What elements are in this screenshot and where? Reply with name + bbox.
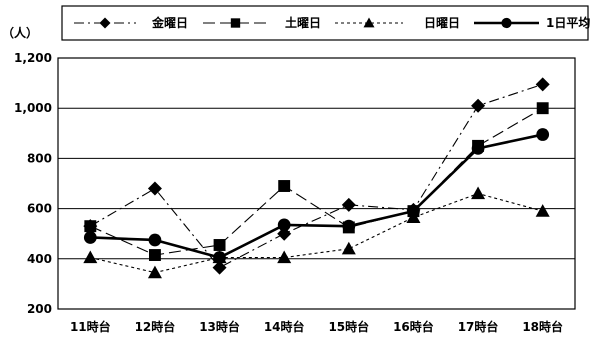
plot-area-border <box>57 57 576 310</box>
data-point <box>536 128 550 141</box>
data-point <box>277 218 291 232</box>
data-point <box>147 181 162 196</box>
data-point <box>83 231 97 244</box>
y-tick-label: 600 <box>27 202 52 216</box>
data-point <box>147 265 162 279</box>
y-tick-label: 1,200 <box>14 51 52 65</box>
y-tick-label: 200 <box>27 302 52 316</box>
legend-label: 1日平均 <box>546 15 590 30</box>
x-tick-label: 16時台 <box>393 319 434 334</box>
legend-marker <box>99 17 111 29</box>
data-point <box>341 241 356 255</box>
x-tick-label: 13時台 <box>199 319 240 334</box>
data-point <box>212 260 227 275</box>
data-point <box>278 180 291 192</box>
data-point <box>148 249 161 261</box>
data-point <box>277 250 292 264</box>
data-point <box>341 197 356 212</box>
series-line <box>90 192 543 274</box>
data-point <box>213 251 226 264</box>
series-line <box>90 107 543 256</box>
series-lines <box>90 83 543 274</box>
x-axis-ticks: 11時台 12時台 13時台 14時台 15時台 16時台 17時台 18時台 <box>70 319 563 334</box>
data-point <box>535 77 550 92</box>
data-point <box>535 204 550 217</box>
y-axis-ticks: 200 400 600 800 1,000 1,200 <box>14 51 52 316</box>
legend-marker <box>501 17 512 29</box>
y-tick-label: 1,000 <box>14 101 52 115</box>
series-markers <box>83 77 550 279</box>
data-point <box>148 233 162 247</box>
y-tick-label: 800 <box>27 151 52 165</box>
data-point <box>342 219 356 233</box>
x-tick-label: 12時台 <box>135 319 176 334</box>
x-tick-label: 11時台 <box>70 319 111 334</box>
data-point <box>83 250 98 264</box>
legend-marker <box>230 18 241 28</box>
legend-label: 金曜日 <box>151 15 188 30</box>
data-point <box>471 141 485 155</box>
legend-label: 日曜日 <box>424 16 460 30</box>
legend-label: 土曜日 <box>285 15 321 30</box>
data-point <box>471 186 486 200</box>
data-point <box>536 102 549 115</box>
x-tick-label: 18時台 <box>522 319 563 334</box>
y-axis-unit-label: （人） <box>2 25 38 40</box>
x-tick-label: 15時台 <box>328 319 369 334</box>
x-tick-label: 17時台 <box>458 319 499 334</box>
series-line <box>90 133 543 259</box>
data-point <box>407 204 420 218</box>
data-point <box>471 98 486 113</box>
data-point <box>84 220 97 233</box>
data-point <box>213 239 226 251</box>
legend: 金曜日 土曜日 日曜日 1日平均 <box>61 5 590 41</box>
gridlines <box>58 107 575 260</box>
y-tick-label: 400 <box>27 252 52 266</box>
x-tick-label: 14時台 <box>264 319 305 334</box>
legend-marker <box>363 17 375 28</box>
series-line <box>90 83 543 269</box>
